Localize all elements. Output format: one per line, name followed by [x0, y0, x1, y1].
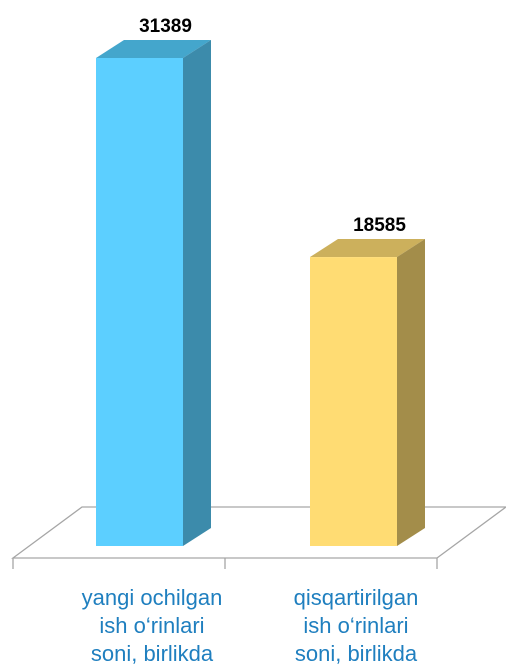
category-label-new-jobs: yangi ochilgan ish o‘rinlari soni, birli… — [81, 585, 223, 666]
data-label-1: 18585 — [353, 215, 406, 236]
bar-front-1 — [310, 257, 397, 546]
bar-front-0 — [96, 58, 183, 546]
bar-top-1 — [310, 239, 425, 258]
category-label-cut-jobs: qisqartirilgan ish o‘rinlari soni, birli… — [293, 585, 419, 666]
data-labels: 31389 18585 — [139, 16, 406, 236]
floor-plane — [11, 506, 506, 559]
data-label-0: 31389 — [139, 16, 192, 37]
bars — [96, 40, 425, 547]
bar-side-0 — [183, 40, 211, 546]
bar-side-1 — [397, 239, 425, 547]
chart-floor — [11, 506, 506, 569]
bar-top-0 — [96, 40, 211, 58]
